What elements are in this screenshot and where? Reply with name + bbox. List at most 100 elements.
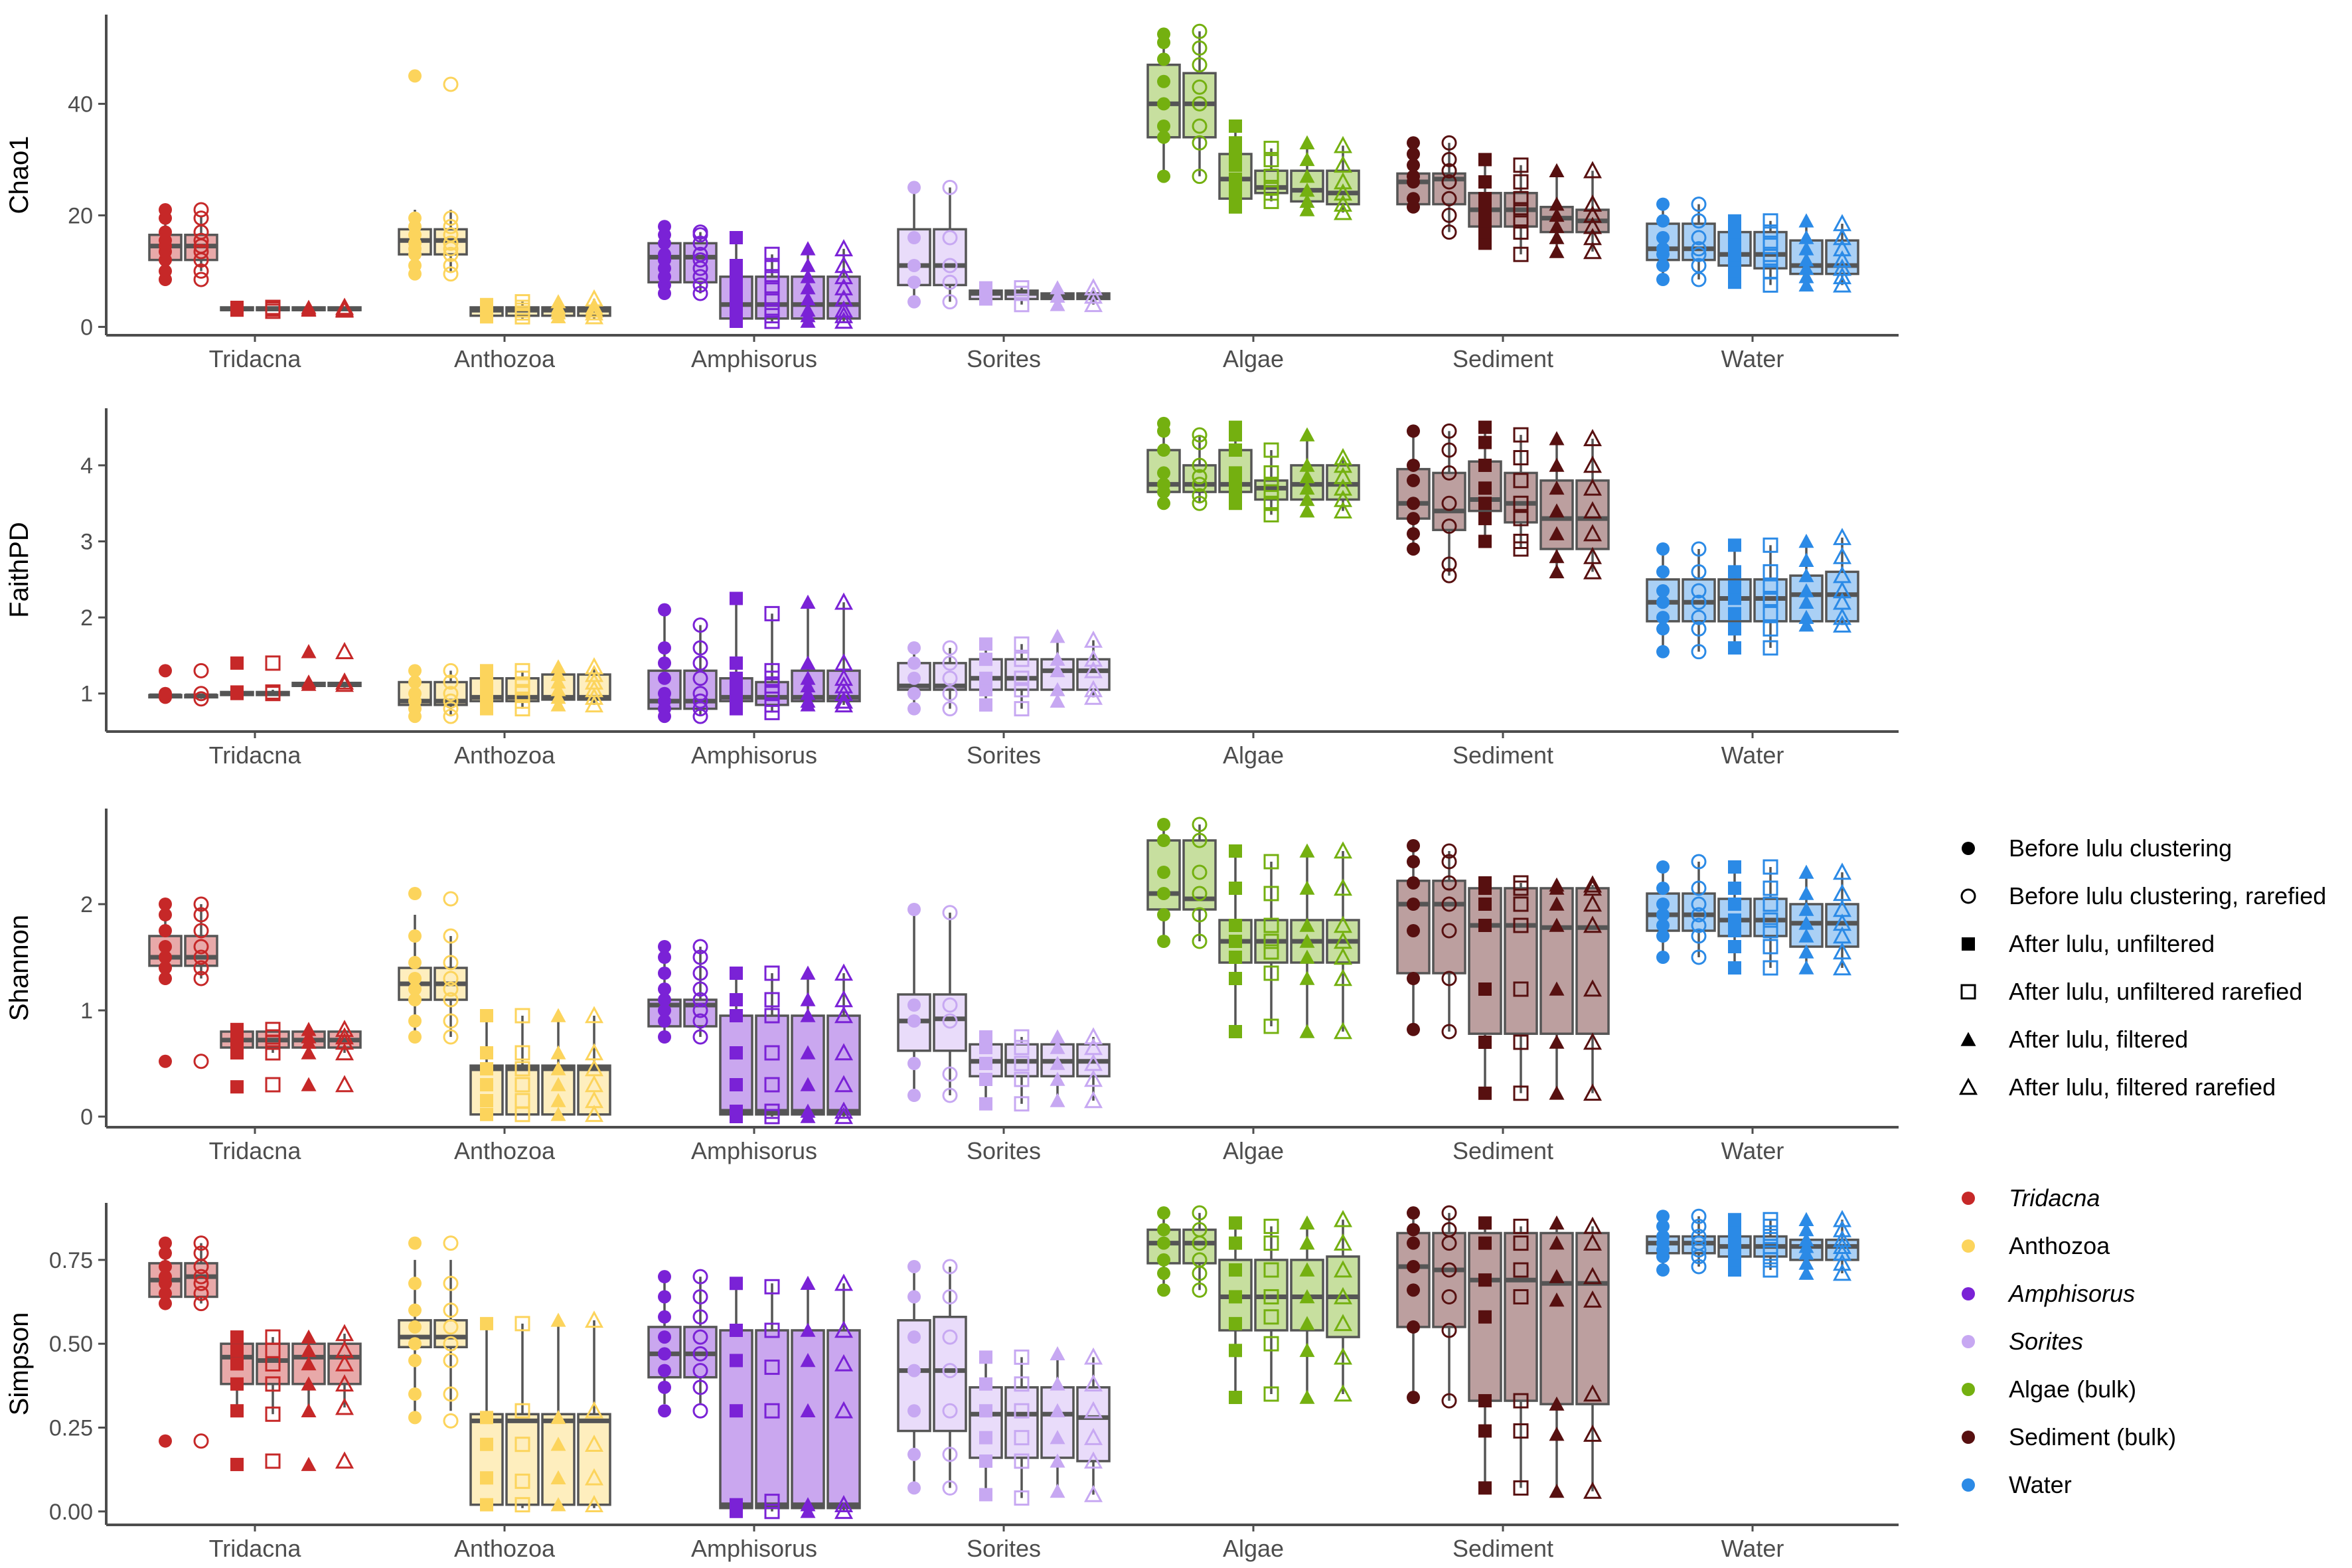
data-point bbox=[1299, 183, 1315, 197]
data-point bbox=[193, 1245, 209, 1261]
data-point bbox=[942, 274, 958, 290]
simpson-group-anthozoa bbox=[398, 1235, 611, 1513]
data-point bbox=[443, 1352, 459, 1368]
data-point bbox=[1656, 584, 1670, 598]
data-point bbox=[584, 1310, 604, 1328]
faithpd-tridacna-after-lulu-filtered-rarefied-box-group bbox=[327, 642, 362, 692]
data-point bbox=[692, 1329, 708, 1345]
data-point bbox=[1263, 1289, 1279, 1304]
data-point bbox=[1441, 1393, 1457, 1409]
data-point bbox=[480, 1009, 493, 1022]
data-point bbox=[1229, 147, 1242, 161]
data-point bbox=[1549, 564, 1565, 579]
data-point bbox=[658, 982, 671, 996]
data-point bbox=[1083, 1401, 1103, 1419]
data-point bbox=[764, 1504, 780, 1520]
legend-color-key-sediment-bulk bbox=[1962, 1431, 1975, 1444]
data-point bbox=[907, 903, 921, 916]
data-point bbox=[1478, 534, 1492, 548]
data-point bbox=[1728, 1213, 1741, 1227]
data-point bbox=[1691, 564, 1707, 580]
data-point bbox=[1229, 497, 1242, 510]
data-point bbox=[1583, 524, 1603, 542]
legend-label: After lulu, filtered rarefied bbox=[2009, 1073, 2276, 1101]
data-point bbox=[443, 1235, 459, 1251]
chao1-group-sediment bbox=[1396, 135, 1610, 262]
data-point bbox=[1513, 224, 1529, 240]
data-point bbox=[1263, 507, 1279, 522]
data-point bbox=[443, 1029, 459, 1045]
data-point bbox=[1728, 580, 1741, 594]
data-point bbox=[1263, 1218, 1279, 1234]
data-point bbox=[443, 258, 459, 274]
data-point bbox=[1083, 1451, 1103, 1469]
faithpd-anthozoa-before-lulu-clustering-rarefied-box-group bbox=[433, 663, 468, 724]
data-point bbox=[1728, 607, 1741, 621]
data-point bbox=[1299, 169, 1315, 183]
data-point bbox=[514, 1437, 530, 1452]
data-point bbox=[1050, 1071, 1065, 1086]
data-point bbox=[1549, 917, 1565, 932]
data-point bbox=[1407, 1391, 1420, 1405]
data-point bbox=[1763, 564, 1778, 580]
data-point bbox=[658, 656, 671, 670]
faithpd-amphisorus-before-lulu-clustering-box-group bbox=[647, 603, 682, 724]
faithpd-category-label-sorites: Sorites bbox=[967, 742, 1041, 769]
data-point bbox=[1513, 981, 1529, 997]
data-point bbox=[1798, 1232, 1814, 1247]
box bbox=[505, 1413, 540, 1506]
data-point bbox=[730, 1404, 743, 1418]
shannon-algae-after-lulu-filtered-rarefied-box-group bbox=[1326, 841, 1360, 1040]
data-point bbox=[1691, 230, 1707, 246]
data-point bbox=[692, 1346, 708, 1362]
data-point bbox=[692, 1029, 708, 1045]
data-point bbox=[730, 1498, 743, 1512]
data-point bbox=[1333, 1314, 1353, 1332]
data-point bbox=[800, 693, 816, 708]
shannon-y-tick-label: 1 bbox=[80, 998, 93, 1024]
data-point bbox=[584, 1401, 604, 1419]
shannon-amphisorus-before-lulu-clustering-rarefied-box-group bbox=[683, 939, 718, 1045]
data-point bbox=[907, 1481, 921, 1495]
data-point bbox=[1050, 651, 1065, 666]
data-point bbox=[834, 1075, 854, 1093]
data-point bbox=[1728, 565, 1741, 579]
data-point bbox=[1083, 680, 1103, 698]
data-point bbox=[1157, 130, 1170, 144]
data-point bbox=[480, 1498, 493, 1512]
data-point bbox=[1083, 1054, 1103, 1071]
data-point bbox=[834, 1401, 854, 1419]
data-point bbox=[1798, 617, 1814, 632]
data-point bbox=[800, 291, 816, 306]
data-point bbox=[692, 617, 708, 633]
data-point bbox=[658, 1004, 671, 1017]
data-point bbox=[1407, 512, 1420, 526]
data-point bbox=[1513, 510, 1529, 526]
data-point bbox=[1798, 928, 1814, 943]
chao1-tridacna-before-lulu-clustering-rarefied-box-group bbox=[184, 202, 218, 287]
data-point bbox=[1513, 1393, 1529, 1409]
data-point bbox=[800, 258, 816, 272]
data-point bbox=[730, 656, 743, 670]
data-point bbox=[1083, 649, 1103, 667]
data-point bbox=[1192, 477, 1208, 493]
data-point bbox=[764, 302, 780, 318]
data-point bbox=[979, 1488, 992, 1502]
box bbox=[1504, 887, 1538, 1035]
data-point bbox=[301, 1045, 317, 1059]
data-point bbox=[265, 1453, 281, 1469]
box bbox=[184, 1262, 218, 1298]
data-point bbox=[1798, 583, 1814, 597]
data-point bbox=[764, 246, 780, 262]
faithpd-water-before-lulu-clustering-box-group bbox=[1646, 542, 1680, 659]
data-point bbox=[1478, 481, 1492, 495]
data-point bbox=[1832, 250, 1852, 268]
faithpd-tridacna-before-lulu-clustering-rarefied-box-group bbox=[184, 663, 218, 707]
data-point bbox=[550, 689, 566, 704]
data-point bbox=[1656, 908, 1670, 921]
chao1-tridacna-after-lulu-filtered-rarefied-box-group bbox=[327, 297, 362, 318]
data-point bbox=[584, 1105, 604, 1123]
faithpd-anthozoa-after-lulu-unfiltered-rarefied-box-group bbox=[505, 663, 540, 717]
data-point bbox=[1691, 1229, 1707, 1245]
data-point bbox=[979, 1041, 992, 1054]
